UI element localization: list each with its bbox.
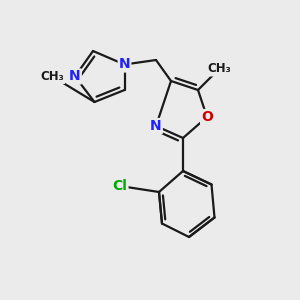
Text: O: O [201, 110, 213, 124]
Text: N: N [119, 58, 130, 71]
Text: Cl: Cl [112, 179, 128, 193]
Text: CH₃: CH₃ [207, 62, 231, 76]
Text: N: N [150, 119, 162, 133]
Text: N: N [69, 70, 81, 83]
Text: CH₃: CH₃ [40, 70, 64, 83]
